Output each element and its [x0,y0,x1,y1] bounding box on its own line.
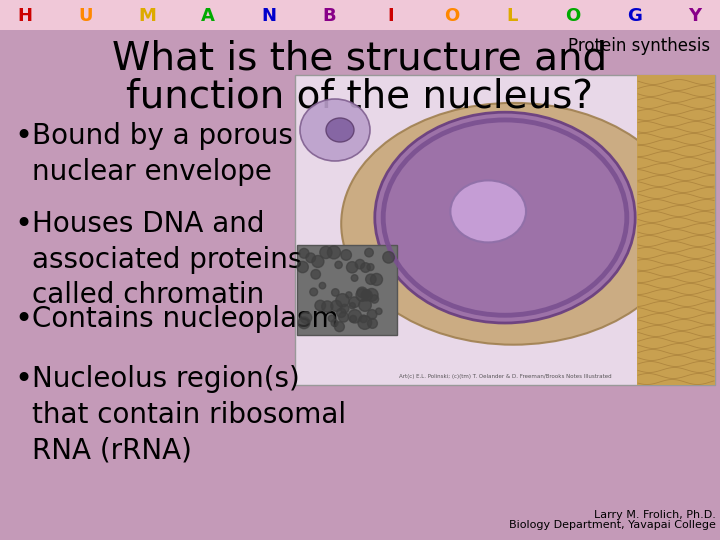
Circle shape [365,248,374,257]
Circle shape [328,246,341,259]
Circle shape [358,315,372,329]
Circle shape [320,246,332,259]
Circle shape [300,312,312,323]
Circle shape [338,312,348,322]
Circle shape [371,273,382,286]
Text: What is the structure and: What is the structure and [112,40,608,78]
Circle shape [337,308,346,318]
Text: Nucleolus region(s)
that contain ribosomal
RNA (rRNA): Nucleolus region(s) that contain ribosom… [32,365,346,464]
Circle shape [328,315,335,322]
Text: O: O [444,7,459,25]
Text: Contains nucleoplasm: Contains nucleoplasm [32,305,338,333]
Bar [637,75,715,385]
Ellipse shape [375,112,635,323]
Text: •: • [14,365,32,394]
Text: Y: Y [688,7,701,25]
Text: •: • [14,305,32,334]
Ellipse shape [341,103,685,345]
Text: U: U [78,7,93,25]
Text: L: L [507,7,518,25]
Circle shape [341,249,351,260]
Circle shape [346,262,358,273]
Circle shape [355,259,365,269]
Bar [0,0,720,30]
Circle shape [312,255,324,267]
Circle shape [351,275,358,281]
Circle shape [367,264,374,271]
Circle shape [348,309,361,323]
Circle shape [331,320,338,327]
Text: A: A [201,7,215,25]
Circle shape [336,294,349,307]
Circle shape [366,274,376,285]
Circle shape [335,261,342,268]
Text: M: M [138,7,156,25]
Circle shape [322,301,333,312]
Circle shape [359,315,367,322]
Text: Biology Department, Yavapai College: Biology Department, Yavapai College [509,520,716,530]
Ellipse shape [300,99,370,161]
Circle shape [332,289,339,296]
Circle shape [356,289,369,301]
Circle shape [310,288,318,296]
Circle shape [341,305,349,313]
Circle shape [365,288,378,301]
Text: Bound by a porous
nuclear envelope: Bound by a porous nuclear envelope [32,122,293,186]
Text: •: • [14,122,32,151]
Text: Art(c) E.L. Polinski; (c)(tm) T. Oelander & D. Freeman/Brooks Notes Illustrated: Art(c) E.L. Polinski; (c)(tm) T. Oelande… [399,374,611,379]
Text: Protein synthesis: Protein synthesis [568,37,710,55]
Circle shape [361,262,370,272]
Circle shape [370,295,379,303]
Circle shape [349,297,360,308]
Circle shape [367,309,377,319]
Text: •: • [14,210,32,239]
Bar [295,75,715,385]
Text: I: I [387,7,394,25]
Text: H: H [17,7,32,25]
Circle shape [335,322,344,332]
Circle shape [383,252,395,263]
Circle shape [367,319,377,328]
Text: function of the nucleus?: function of the nucleus? [127,78,593,116]
Text: O: O [565,7,581,25]
Circle shape [319,282,325,289]
Circle shape [362,290,371,298]
Ellipse shape [451,180,526,242]
Text: N: N [261,7,276,25]
Text: G: G [626,7,642,25]
Circle shape [376,308,382,314]
Circle shape [306,253,315,262]
Circle shape [311,269,320,279]
Circle shape [359,299,372,312]
Circle shape [298,317,310,329]
Circle shape [350,315,356,322]
Text: Larry M. Frolich, Ph.D.: Larry M. Frolich, Ph.D. [594,510,716,520]
Circle shape [297,261,308,273]
Text: Houses DNA and
associated proteins
called chromatin: Houses DNA and associated proteins calle… [32,210,302,309]
Circle shape [315,300,325,311]
Bar [297,245,397,335]
Ellipse shape [326,118,354,142]
Circle shape [349,302,356,309]
Text: B: B [323,7,336,25]
Circle shape [361,290,372,301]
Circle shape [299,248,309,258]
Circle shape [346,292,352,298]
Circle shape [357,287,367,298]
Circle shape [330,300,342,312]
